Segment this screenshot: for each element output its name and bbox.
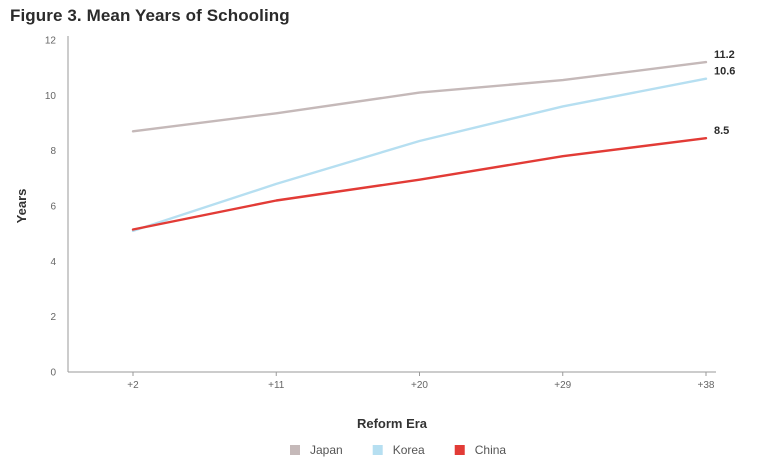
legend-swatch-korea xyxy=(372,445,383,455)
x-axis-ticks: +2 +11 +20 +29 +38 xyxy=(127,372,715,391)
legend-label-korea: Korea xyxy=(393,443,425,457)
series-lines xyxy=(131,60,708,233)
y-tick-label: 4 xyxy=(50,257,56,268)
x-tick-label: +2 xyxy=(127,380,139,391)
end-labels: 11.2 10.6 8.5 xyxy=(714,49,735,137)
x-tick-label: +38 xyxy=(698,380,715,391)
series-line-korea xyxy=(131,77,708,233)
y-tick-label: 12 xyxy=(45,36,57,47)
end-label-japan: 11.2 xyxy=(714,49,735,61)
series-line-japan xyxy=(131,60,708,133)
x-axis-title: Reform Era xyxy=(357,416,428,431)
end-label-korea: 10.6 xyxy=(714,66,735,78)
y-tick-label: 0 xyxy=(50,368,56,379)
end-label-china: 8.5 xyxy=(714,125,729,137)
legend-label-china: China xyxy=(475,443,507,457)
y-tick-label: 2 xyxy=(50,312,56,323)
legend-label-japan: Japan xyxy=(310,443,343,457)
y-axis-ticks: 0 2 4 6 8 10 12 xyxy=(45,36,57,379)
legend-swatch-china xyxy=(454,445,465,455)
y-tick-label: 10 xyxy=(45,91,57,102)
x-tick-label: +29 xyxy=(554,380,571,391)
series-line-china xyxy=(131,136,708,231)
y-axis-title: Years xyxy=(14,189,29,224)
chart-title: Figure 3. Mean Years of Schooling xyxy=(10,6,290,25)
y-tick-label: 8 xyxy=(50,146,56,157)
y-tick-label: 6 xyxy=(50,202,56,213)
x-tick-label: +20 xyxy=(411,380,428,391)
x-tick-label: +11 xyxy=(268,380,285,391)
legend: Japan Korea China xyxy=(290,443,506,457)
legend-swatch-japan xyxy=(290,445,300,455)
